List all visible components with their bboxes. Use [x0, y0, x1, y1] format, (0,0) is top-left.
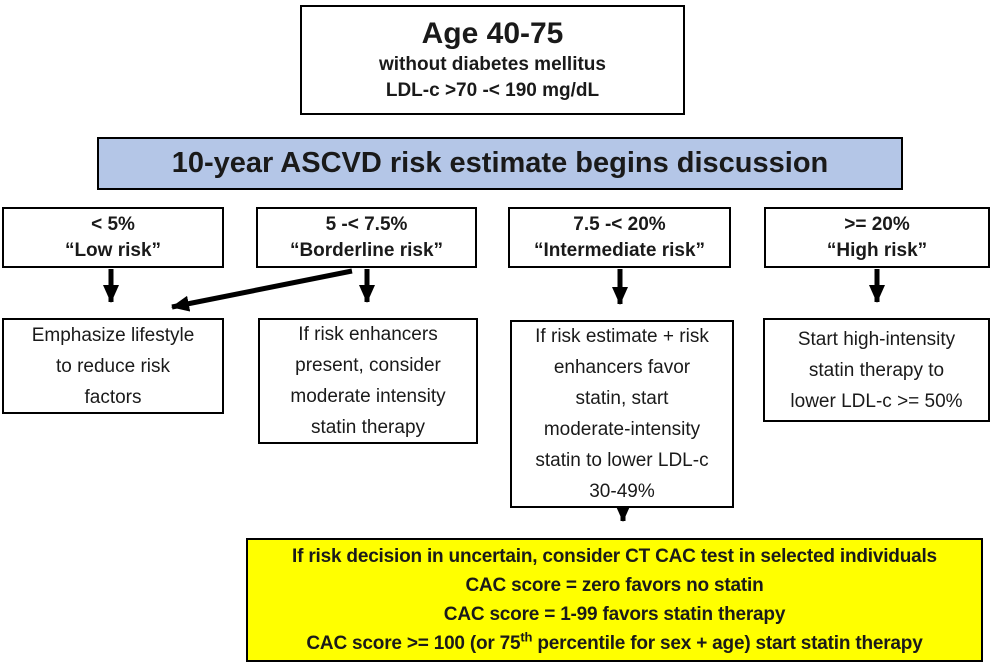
risk-label-borderline: “Borderline risk”: [289, 239, 444, 261]
risk-box-high: >= 20% “High risk”: [764, 207, 990, 268]
risk-box-low: < 5% “Low risk”: [2, 207, 224, 268]
risk-range-high: >= 20%: [844, 213, 910, 235]
age-criteria-box: Age 40-75 without diabetes mellitus LDL-…: [300, 5, 685, 115]
ldl-criteria-text: LDL-c >70 -< 190 mg/dL: [385, 80, 600, 101]
risk-range-borderline: 5 -< 7.5%: [325, 213, 408, 235]
risk-range-low: < 5%: [91, 213, 135, 235]
action-box-lifestyle: Emphasize lifestyle to reduce risk facto…: [2, 318, 224, 414]
cac-line-uncertain: If risk decision in uncertain, consider …: [292, 546, 937, 567]
action-box-high-intensity-statin: Start high-intensity statin therapy to l…: [763, 318, 990, 422]
risk-label-high: “High risk”: [826, 239, 928, 261]
risk-label-low: “Low risk”: [64, 239, 162, 261]
cac-line-100: CAC score >= 100 (or 75th percentile for…: [306, 629, 923, 654]
risk-box-borderline: 5 -< 7.5% “Borderline risk”: [256, 207, 477, 268]
ordinal-superscript: th: [520, 629, 533, 645]
cac-line-1-99: CAC score = 1-99 favors statin therapy: [443, 604, 786, 625]
cac-line-zero: CAC score = zero favors no statin: [465, 575, 764, 596]
arrow-borderline-to-lifestyle: [171, 268, 353, 312]
diabetes-criteria-text: without diabetes mellitus: [379, 54, 606, 75]
action-box-intermediate-statin: If risk estimate + risk enhancers favor …: [510, 320, 734, 508]
ascvd-risk-banner: 10-year ASCVD risk estimate begins discu…: [97, 137, 903, 190]
risk-range-intermediate: 7.5 -< 20%: [573, 213, 666, 235]
risk-box-intermediate: 7.5 -< 20% “Intermediate risk”: [508, 207, 731, 268]
risk-label-intermediate: “Intermediate risk”: [533, 239, 706, 261]
cac-score-box: If risk decision in uncertain, consider …: [246, 538, 983, 662]
action-box-borderline-statin: If risk enhancers present, consider mode…: [258, 318, 478, 444]
age-range-title: Age 40-75: [421, 17, 564, 50]
